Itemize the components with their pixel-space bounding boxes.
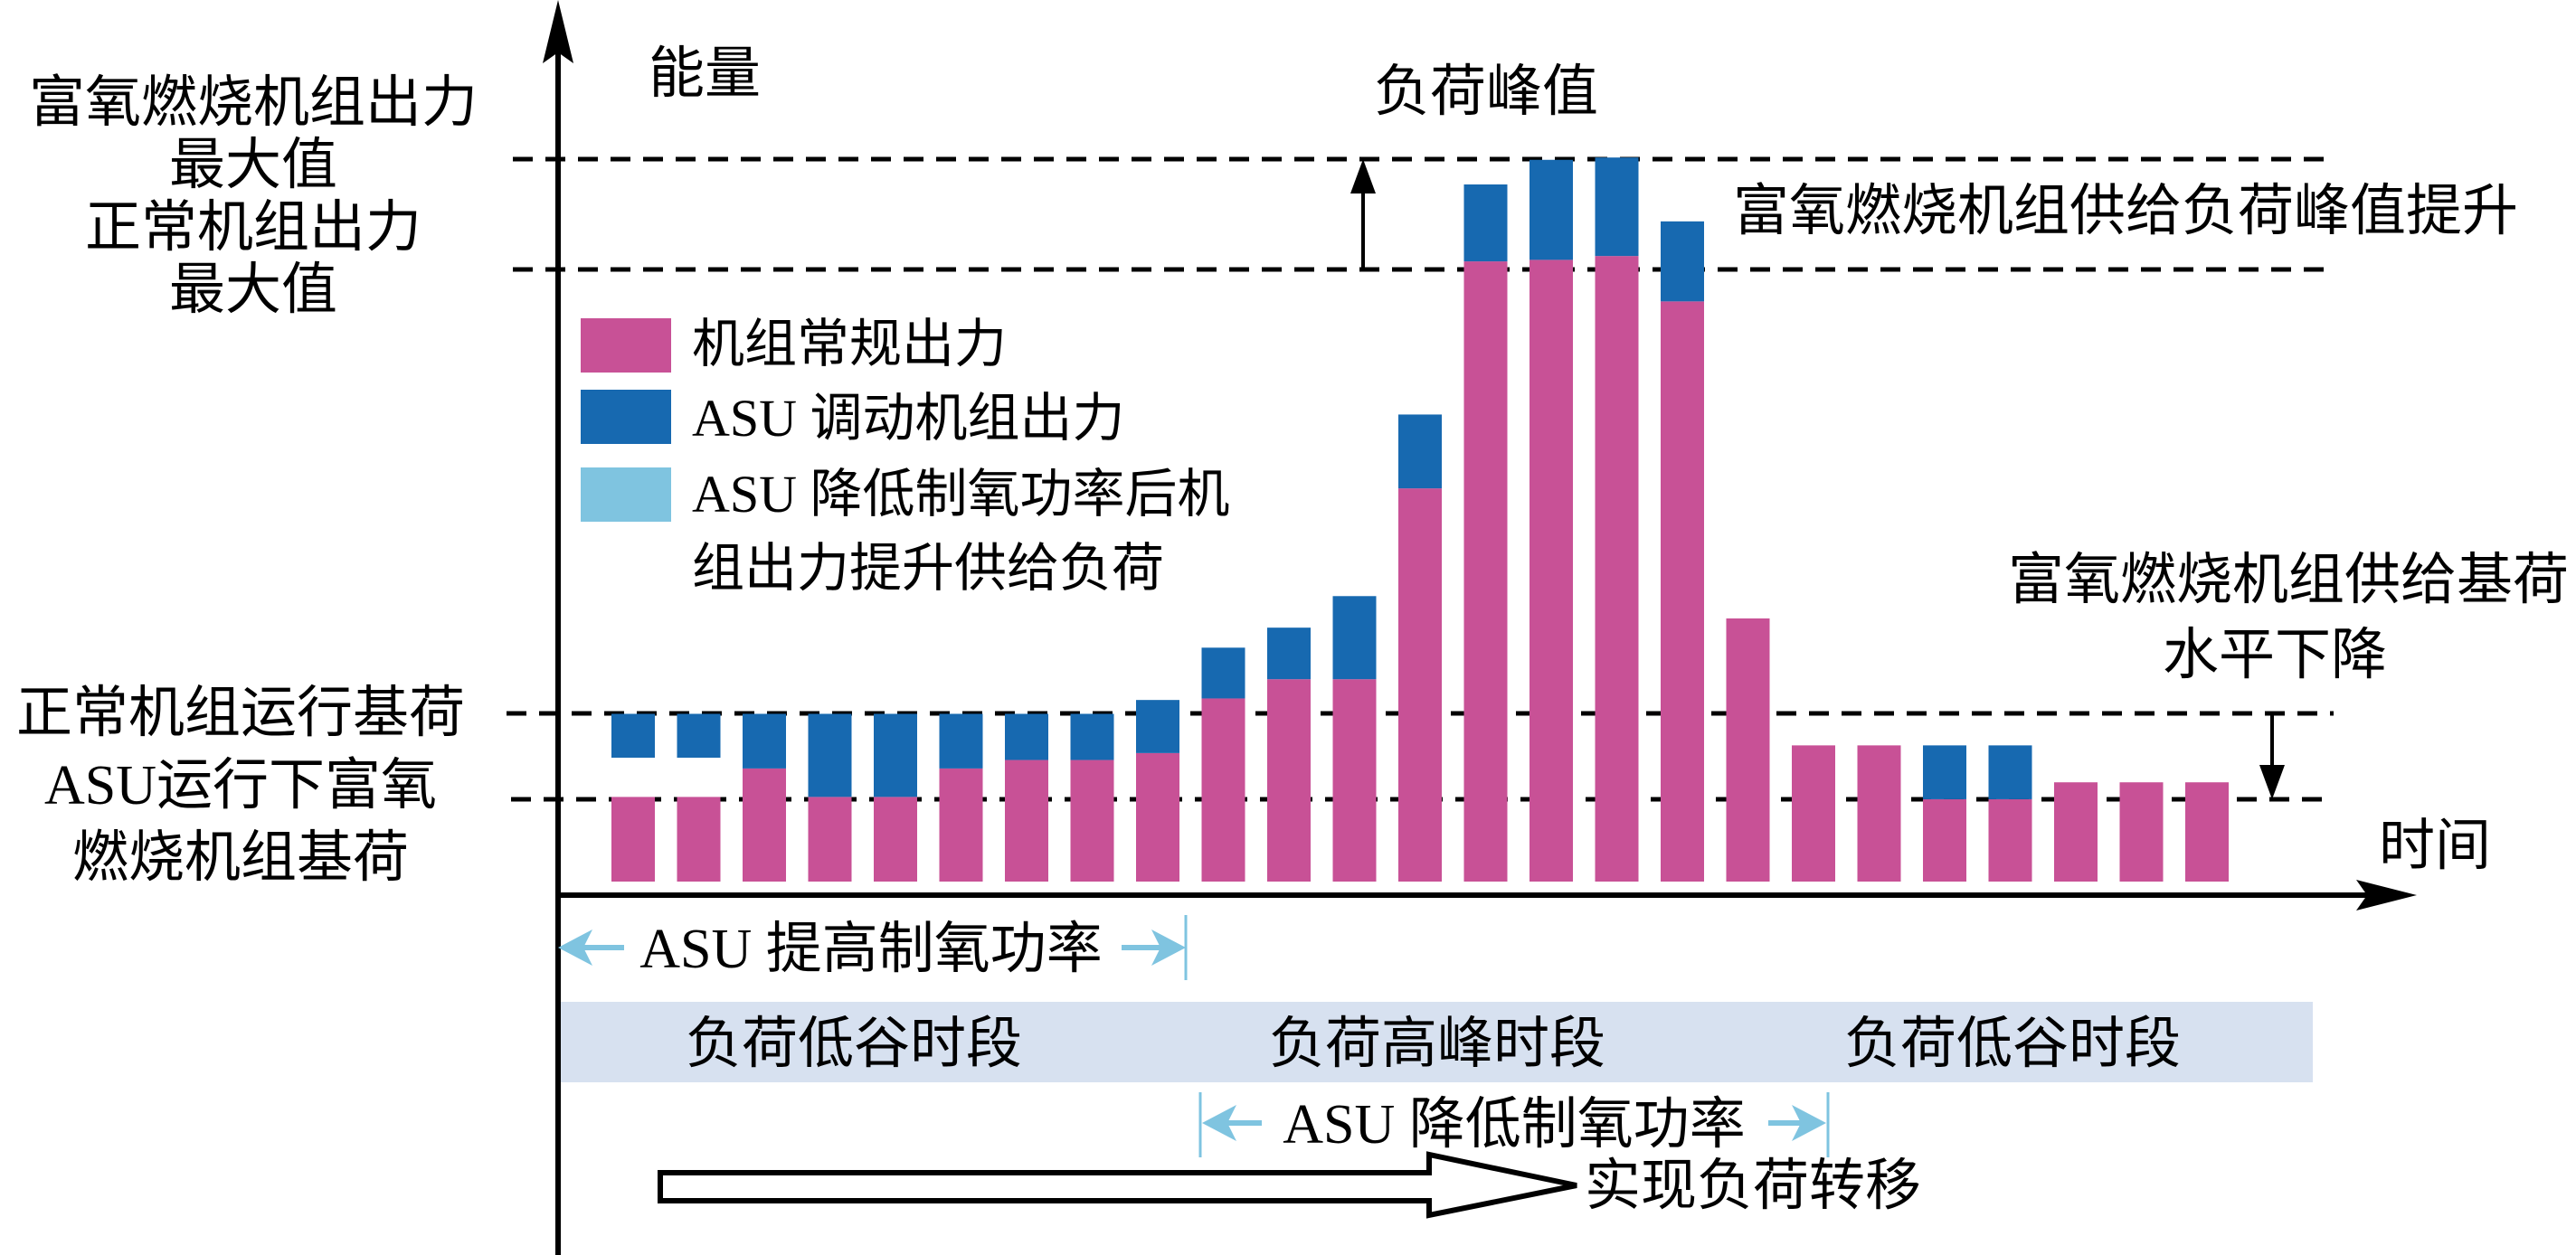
bar-asu-dispatch-3	[743, 713, 786, 769]
bar-asu-dispatch-1	[611, 713, 655, 758]
ref-label-normal-base: 正常机组运行基荷	[16, 683, 465, 744]
bar-asu-dispatch-12	[1332, 596, 1377, 680]
bar-asu-dispatch-13	[1398, 414, 1442, 489]
bar-conventional-5	[874, 797, 917, 882]
bar-conventional-17	[1661, 301, 1704, 882]
asu-increase-label: ASU 提高制氧功率	[639, 919, 1103, 980]
bar-group	[611, 157, 2229, 882]
bar-conventional-25	[2185, 782, 2229, 882]
ref-label-normal-max-1: 正常机组出力	[85, 197, 421, 259]
bar-conventional-15	[1530, 259, 1573, 882]
bar-asu-dispatch-4	[808, 713, 852, 797]
legend-label-asu-dispatch: ASU 调动机组出力	[692, 389, 1125, 448]
x-axis-label: 时间	[2379, 816, 2491, 877]
bar-conventional-21	[1923, 798, 1966, 882]
bar-conventional-19	[1792, 745, 1835, 882]
peak-label: 负荷峰值	[1374, 61, 1598, 123]
load-shift-arrow-icon	[658, 1151, 1577, 1219]
bar-asu-dispatch-16	[1595, 157, 1639, 257]
load-shift-label: 实现负荷转移	[1585, 1156, 1921, 1217]
bar-asu-dispatch-5	[874, 713, 917, 797]
bar-conventional-16	[1595, 256, 1639, 882]
legend-swatch-asu-reduce	[581, 467, 671, 522]
bar-conventional-2	[677, 797, 721, 882]
legend-label-asu-reduce-2: 组出力提升供给负荷	[692, 539, 1164, 598]
bar-asu-dispatch-7	[1005, 713, 1048, 760]
period-label-peak: 负荷高峰时段	[1269, 1014, 1605, 1075]
bar-asu-dispatch-6	[939, 713, 983, 769]
asu-increase-arrowhead-left-icon	[558, 929, 592, 966]
bar-conventional-22	[1988, 798, 2032, 882]
legend: 机组常规出力 ASU 调动机组出力 ASU 降低制氧功率后机 组出力提升供给负荷	[581, 315, 1230, 598]
bar-asu-dispatch-17	[1661, 221, 1704, 302]
bar-conventional-3	[743, 768, 786, 882]
period-band	[558, 1002, 2313, 1082]
bar-conventional-13	[1398, 488, 1442, 882]
bar-conventional-6	[939, 768, 983, 882]
base-drop-label-2: 水平下降	[2163, 625, 2387, 686]
bar-asu-dispatch-22	[1988, 745, 2032, 799]
bar-asu-dispatch-9	[1136, 700, 1179, 753]
bar-conventional-9	[1136, 752, 1179, 882]
asu-decrease-arrowhead-left-icon	[1202, 1105, 1236, 1141]
bar-asu-dispatch-11	[1267, 628, 1311, 680]
ref-label-asu-base-2: 燃烧机组基荷	[72, 827, 409, 889]
bar-asu-dispatch-15	[1530, 159, 1573, 260]
bar-conventional-12	[1332, 679, 1377, 882]
bar-asu-dispatch-14	[1463, 184, 1508, 262]
bar-asu-dispatch-2	[677, 713, 721, 758]
ref-label-oxy-max-1: 富氧燃烧机组出力	[29, 72, 478, 134]
bar-asu-dispatch-10	[1201, 647, 1245, 699]
bar-conventional-23	[2054, 782, 2098, 882]
peak-raise-arrowhead-icon	[1350, 159, 1376, 193]
legend-label-asu-reduce-1: ASU 降低制氧功率后机	[692, 465, 1230, 524]
legend-swatch-asu-dispatch	[581, 390, 671, 444]
bar-asu-dispatch-21	[1923, 745, 1966, 799]
ref-label-normal-max-2: 最大值	[169, 259, 337, 321]
y-axis-label: 能量	[649, 43, 761, 105]
period-label-low-2: 负荷低谷时段	[1844, 1014, 2181, 1075]
ref-label-asu-base-1: ASU运行下富氧	[44, 755, 437, 816]
base-drop-arrowhead-icon	[2259, 765, 2285, 799]
bar-conventional-20	[1857, 745, 1901, 882]
x-axis-arrow-icon	[2356, 880, 2417, 911]
base-drop-label-1: 富氧燃烧机组供给基荷	[2008, 550, 2569, 611]
bar-conventional-11	[1267, 679, 1311, 882]
bar-conventional-18	[1726, 618, 1770, 882]
asu-increase-arrowhead-right-icon	[1151, 929, 1186, 966]
bar-conventional-24	[2119, 782, 2164, 882]
asu-decrease-arrowhead-right-icon	[1792, 1105, 1826, 1141]
bar-conventional-4	[808, 797, 852, 882]
legend-label-conventional: 机组常规出力	[692, 315, 1007, 373]
peak-raise-label: 富氧燃烧机组供给负荷峰值提升	[1733, 181, 2518, 242]
ref-label-oxy-max-2: 最大值	[169, 135, 337, 196]
bar-conventional-1	[611, 797, 655, 882]
period-label-low-1: 负荷低谷时段	[686, 1014, 1022, 1075]
bar-conventional-10	[1201, 698, 1245, 882]
legend-swatch-conventional	[581, 318, 671, 373]
bar-conventional-7	[1005, 760, 1048, 882]
y-axis-arrow-icon	[543, 0, 573, 63]
bar-asu-dispatch-8	[1070, 713, 1114, 760]
bar-conventional-8	[1070, 760, 1114, 882]
bar-conventional-14	[1463, 261, 1508, 882]
asu-decrease-label: ASU 降低制氧功率	[1283, 1094, 1746, 1156]
